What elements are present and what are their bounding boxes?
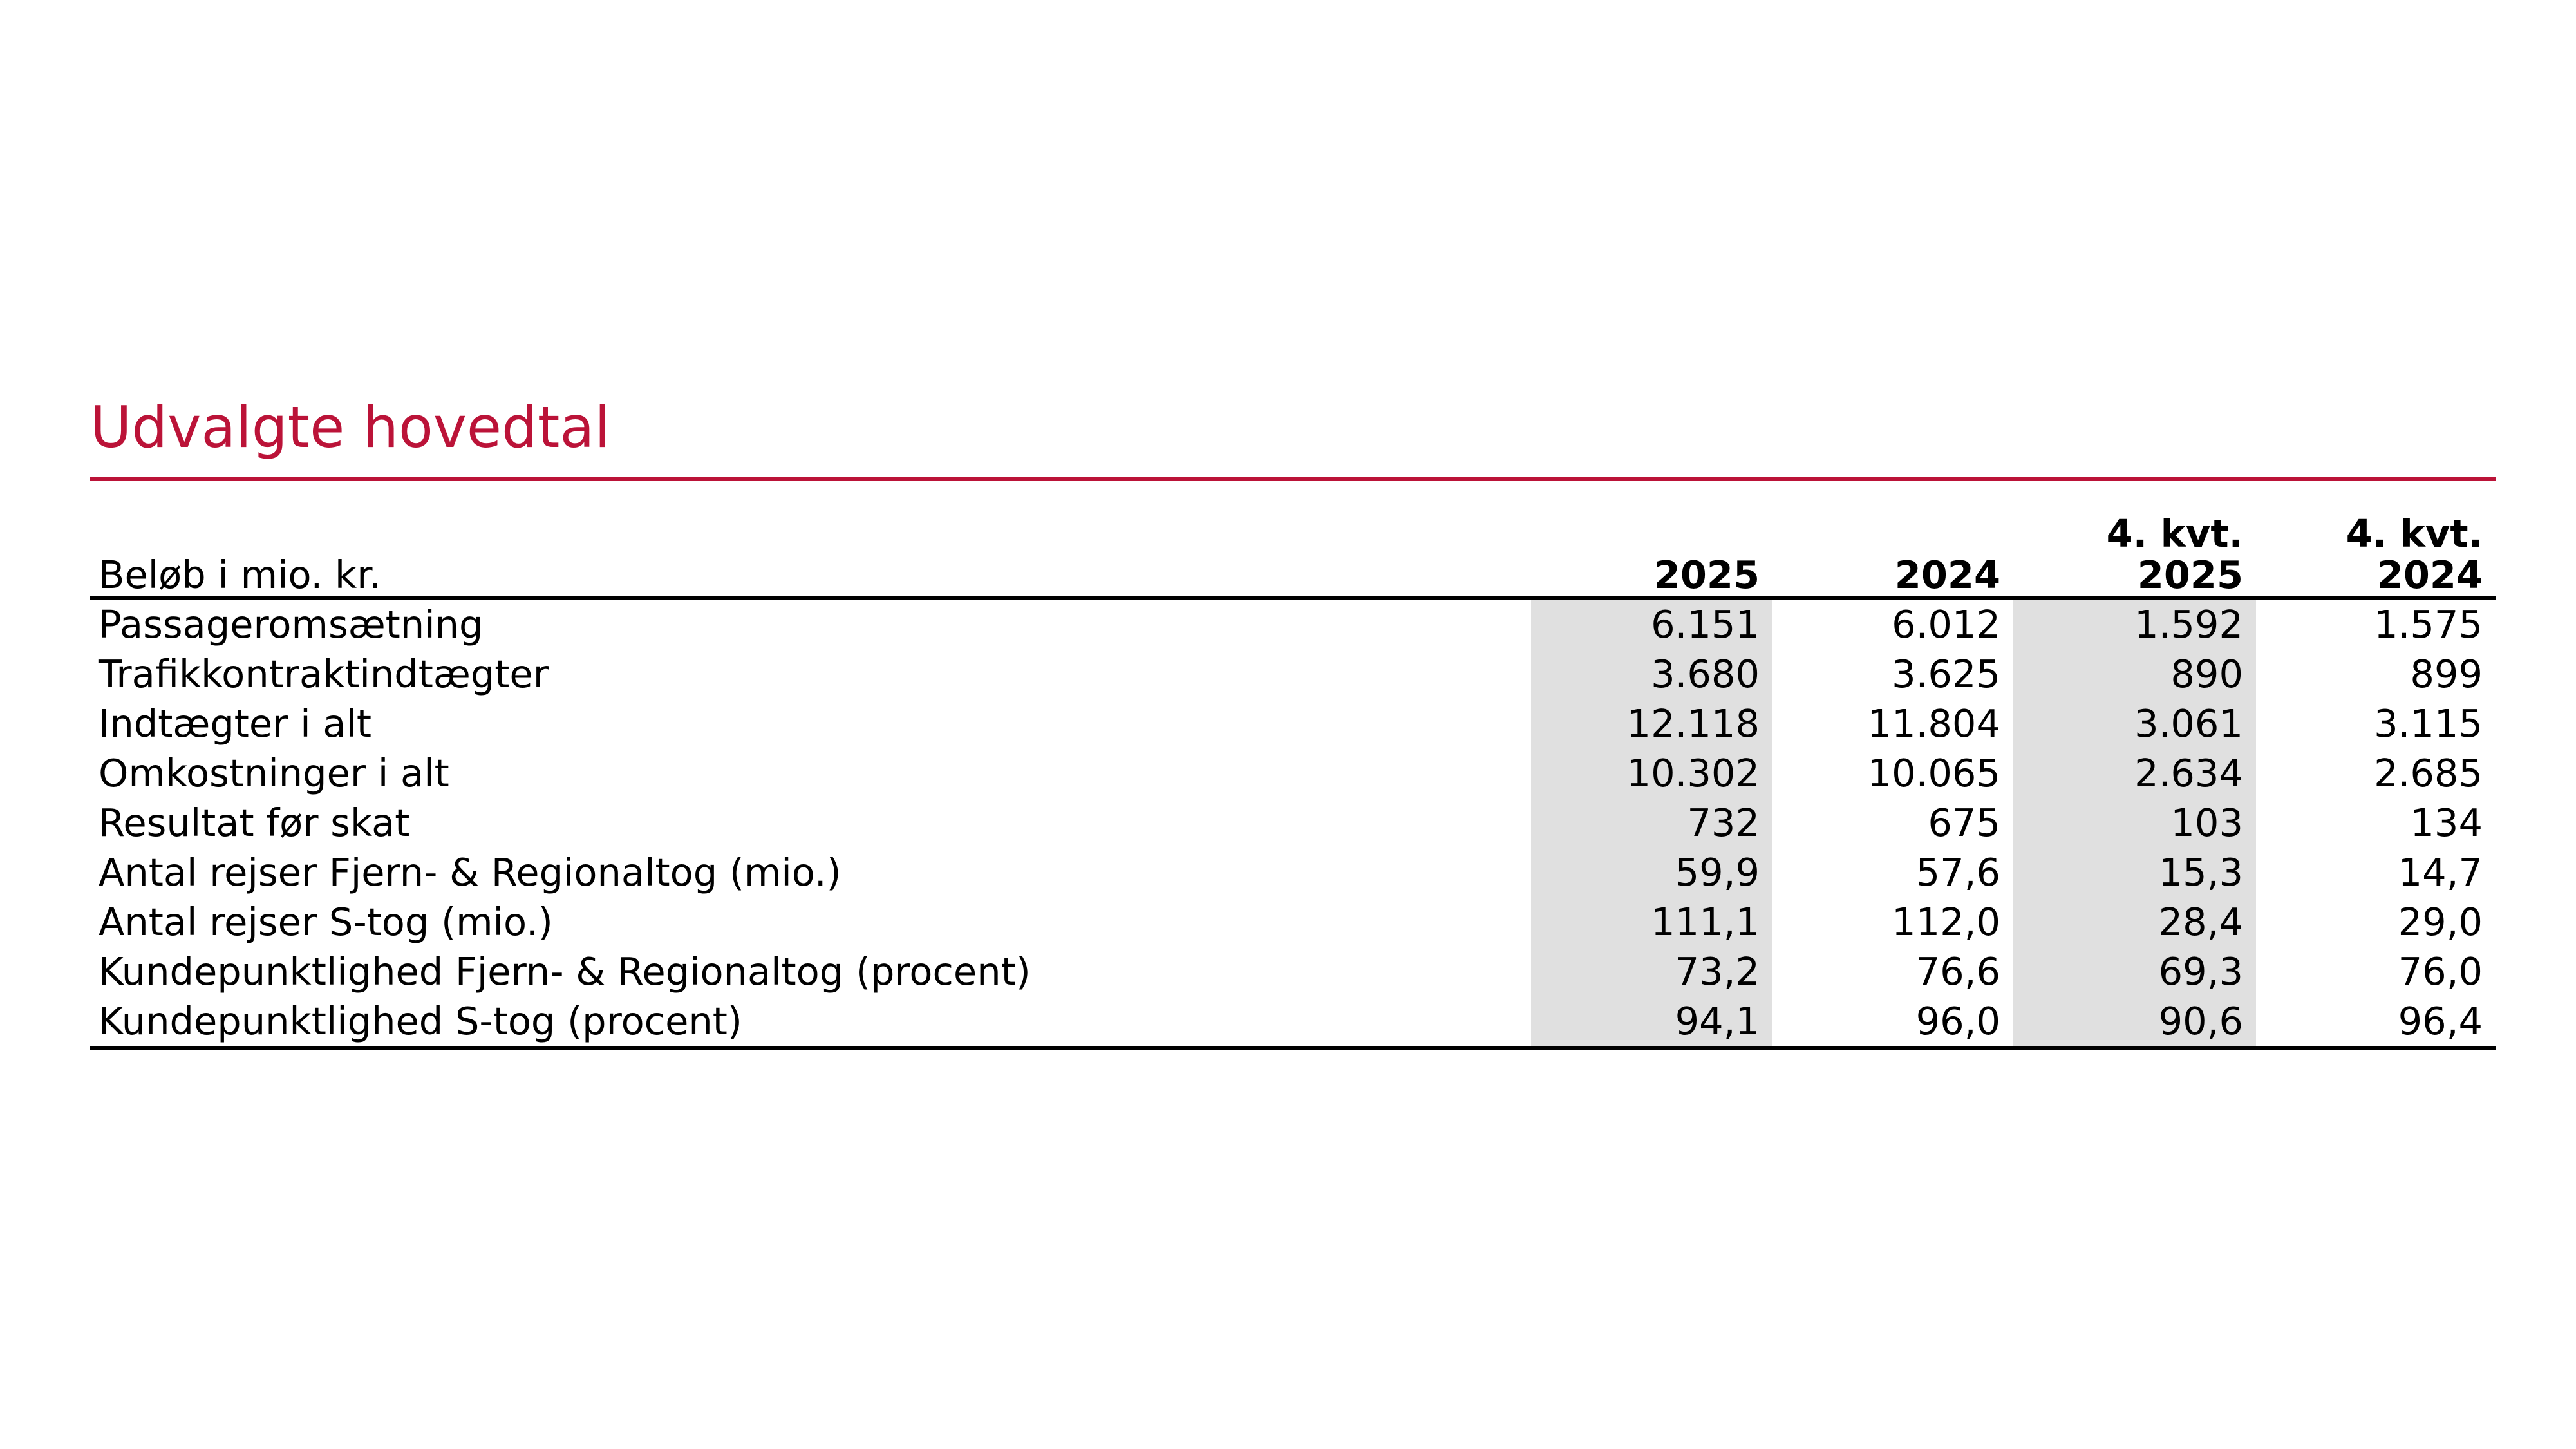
column-header-quarter: 4. kvt. [2346, 511, 2483, 556]
cell-value-2024: 57,6 [1915, 850, 2000, 895]
table-row: Omkostninger i alt 10.302 10.065 2.634 2… [90, 748, 2496, 798]
cell-value-q4-2025: 2.634 [2134, 751, 2243, 795]
column-header-year: 2024 [1894, 553, 2000, 597]
cell-value-q4-2024: 134 [2410, 800, 2483, 845]
page-title: Udvalgte hovedtal [90, 394, 610, 460]
cell-value-2025: 732 [1687, 800, 1760, 845]
row-label: Antal rejser S-tog (mio.) [99, 900, 553, 944]
cell-value-2025: 12.118 [1626, 701, 1760, 746]
row-label: Trafikkontraktindtægter [99, 652, 549, 696]
title-rule [90, 477, 2496, 481]
cell-value-2025: 59,9 [1675, 850, 1760, 895]
shaded-column-q4-2025 [2013, 600, 2256, 1046]
header-divider [90, 596, 2496, 600]
row-label: Passageromsætning [99, 602, 484, 647]
cell-value-q4-2025: 890 [2170, 652, 2243, 696]
cell-value-q4-2024: 3.115 [2374, 701, 2483, 746]
table-row: Antal rejser S-tog (mio.) 111,1 112,0 28… [90, 897, 2496, 947]
cell-value-q4-2024: 96,4 [2398, 999, 2483, 1043]
cell-value-q4-2025: 28,4 [2158, 900, 2243, 944]
cell-value-2024: 11.804 [1867, 701, 2000, 746]
row-label: Resultat før skat [99, 800, 410, 845]
table-row: Resultat før skat 732 675 103 134 [90, 798, 2496, 848]
cell-value-2025: 10.302 [1626, 751, 1760, 795]
column-header-quarter: 4. kvt. [2106, 511, 2243, 556]
cell-value-2024: 96,0 [1915, 999, 2000, 1043]
cell-value-q4-2024: 29,0 [2398, 900, 2483, 944]
column-header-2025: 2025 [1531, 554, 1772, 596]
column-header-year: 2025 [1653, 553, 1760, 597]
table-row: Passageromsætning 6.151 6.012 1.592 1.57… [90, 600, 2496, 649]
cell-value-2024: 6.012 [1892, 602, 2000, 647]
cell-value-q4-2024: 2.685 [2374, 751, 2483, 795]
cell-value-q4-2024: 76,0 [2398, 949, 2483, 994]
cell-value-q4-2025: 103 [2170, 800, 2243, 845]
cell-value-q4-2024: 14,7 [2398, 850, 2483, 895]
cell-value-q4-2024: 1.575 [2374, 602, 2483, 647]
table-body: Passageromsætning 6.151 6.012 1.592 1.57… [90, 600, 2496, 1046]
cell-value-q4-2025: 1.592 [2134, 602, 2243, 647]
cell-value-2025: 73,2 [1675, 949, 1760, 994]
column-header-2024: 2024 [1772, 554, 2013, 596]
table-row: Kundepunktlighed Fjern- & Regionaltog (p… [90, 947, 2496, 996]
cell-value-2025: 94,1 [1675, 999, 1760, 1043]
column-header-q4-2024: 4. kvt. 2024 [2256, 513, 2496, 596]
cell-value-q4-2025: 90,6 [2158, 999, 2243, 1043]
cell-value-2025: 111,1 [1651, 900, 1760, 944]
table-row: Antal rejser Fjern- & Regionaltog (mio.)… [90, 848, 2496, 897]
key-figures-table: Beløb i mio. kr. 2025 2024 4. kvt. 2025 … [90, 481, 2496, 1050]
cell-value-q4-2025: 3.061 [2134, 701, 2243, 746]
cell-value-2025: 3.680 [1651, 652, 1760, 696]
cell-value-2025: 6.151 [1651, 602, 1760, 647]
table-row: Indtægter i alt 12.118 11.804 3.061 3.11… [90, 699, 2496, 748]
table-row: Kundepunktlighed S-tog (procent) 94,1 96… [90, 996, 2496, 1046]
cell-value-2024: 112,0 [1892, 900, 2000, 944]
unit-label: Beløb i mio. kr. [99, 553, 381, 597]
cell-value-q4-2025: 15,3 [2158, 850, 2243, 895]
row-label: Kundepunktlighed Fjern- & Regionaltog (p… [99, 949, 1031, 994]
cell-value-2024: 10.065 [1867, 751, 2000, 795]
row-label: Kundepunktlighed S-tog (procent) [99, 999, 742, 1043]
row-label: Indtægter i alt [99, 701, 372, 746]
row-label: Antal rejser Fjern- & Regionaltog (mio.) [99, 850, 841, 895]
column-header-year: 2025 [2137, 553, 2243, 597]
table-row: Trafikkontraktindtægter 3.680 3.625 890 … [90, 649, 2496, 699]
cell-value-q4-2025: 69,3 [2158, 949, 2243, 994]
cell-value-2024: 3.625 [1892, 652, 2000, 696]
cell-value-q4-2024: 899 [2410, 652, 2483, 696]
cell-value-2024: 675 [1928, 800, 2000, 845]
column-header-q4-2025: 4. kvt. 2025 [2013, 513, 2256, 596]
row-label: Omkostninger i alt [99, 751, 449, 795]
cell-value-2024: 76,6 [1915, 949, 2000, 994]
table-header-row: Beløb i mio. kr. 2025 2024 4. kvt. 2025 … [90, 481, 2496, 596]
shaded-column-2025 [1531, 600, 1772, 1046]
bottom-divider [90, 1046, 2496, 1050]
column-header-year: 2024 [2376, 553, 2483, 597]
